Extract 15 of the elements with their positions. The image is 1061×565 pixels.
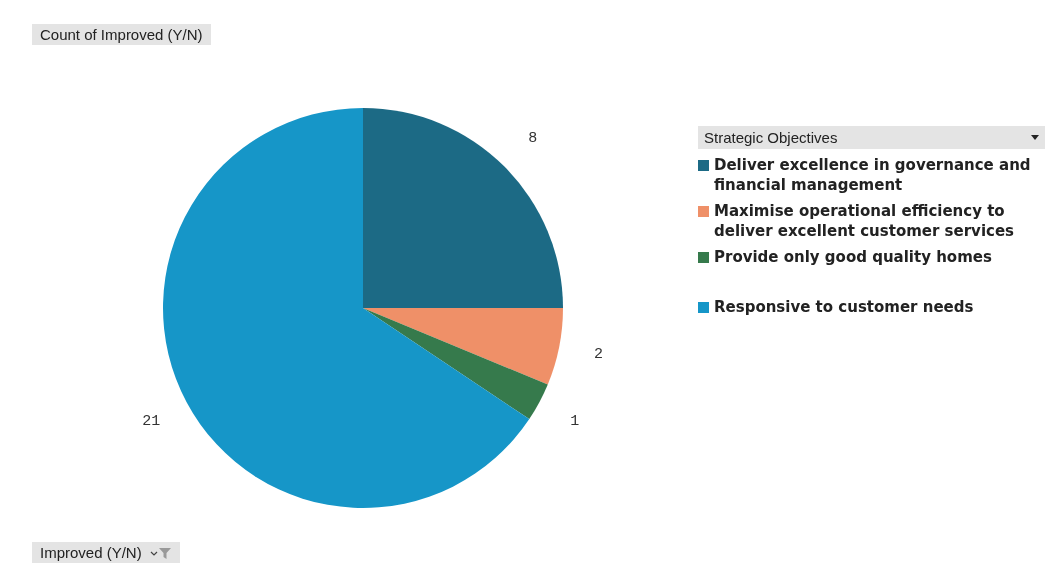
- data-label: 21: [142, 412, 161, 430]
- pie-slice: [363, 108, 563, 308]
- legend-label: Deliver excellence in governance and financial management: [714, 155, 1032, 195]
- legend-label: Responsive to customer needs: [714, 297, 974, 317]
- pie-slice: [363, 308, 548, 420]
- data-label: 2: [593, 346, 603, 364]
- data-label: 8: [528, 129, 538, 147]
- data-label: 1: [570, 412, 580, 430]
- pie-slice: [163, 108, 530, 508]
- legend-title: Strategic Objectives: [704, 129, 838, 146]
- legend-label: Maximise operational efficiency to deliver excellent customer services: [714, 201, 1015, 241]
- text: Improved (Y/N): [40, 544, 142, 561]
- legend-label: Provide only good quality homes: [714, 247, 992, 267]
- pie-slice: [363, 308, 563, 385]
- chart-title: Count of Improved (Y/N): [32, 24, 211, 45]
